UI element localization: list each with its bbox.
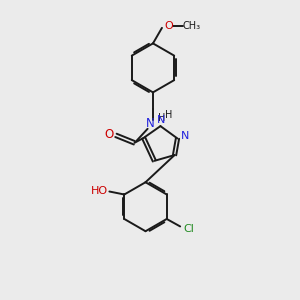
Text: Cl: Cl [184,224,195,234]
Text: H: H [165,110,172,120]
Text: O: O [105,128,114,141]
Text: N: N [157,115,165,124]
Text: N: N [181,131,189,141]
Text: N: N [146,117,155,130]
Text: O: O [164,21,173,31]
Text: CH₃: CH₃ [182,21,200,31]
Text: H: H [158,113,166,123]
Text: HO: HO [91,186,108,196]
